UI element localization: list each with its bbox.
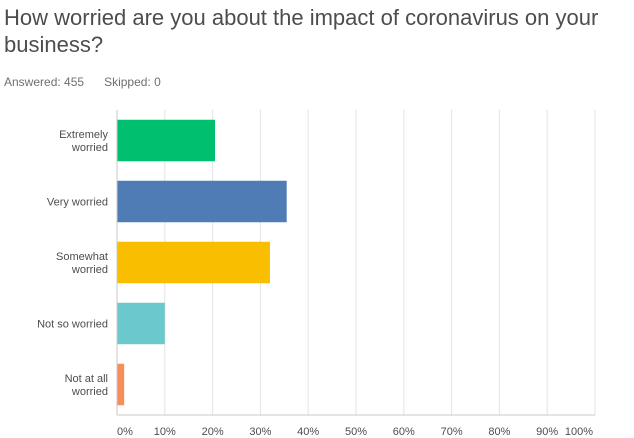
gridlines [164, 110, 596, 415]
x-tick-label: 10% [154, 426, 176, 438]
category-label: Extremely worried [59, 129, 108, 154]
category-label-line: Somewhat [56, 251, 108, 263]
x-tick-label: 40% [297, 426, 319, 438]
category-label: Very worried [47, 197, 108, 209]
bar [117, 363, 125, 406]
response-stats: Answered: 455 Skipped: 0 [4, 75, 161, 89]
category-label-line: Not at all [65, 373, 108, 385]
question-title: How worried are you about the impact of … [4, 5, 599, 57]
bar [117, 119, 215, 162]
bars [117, 119, 287, 406]
x-tick-label: 50% [345, 426, 367, 438]
x-tick-label: 60% [393, 426, 415, 438]
category-label-line: worried [71, 142, 108, 154]
category-label: Not at all worried [65, 373, 108, 398]
bar [117, 180, 287, 223]
category-label: Not so worried [37, 319, 108, 331]
skipped-count: Skipped: 0 [104, 75, 161, 89]
category-label-line: Very worried [47, 197, 108, 209]
category-label: Somewhat worried [56, 251, 108, 276]
answered-count: Answered: 455 [4, 75, 85, 89]
x-tick-label: 30% [249, 426, 271, 438]
bar [117, 302, 165, 345]
x-tick-label: 70% [441, 426, 463, 438]
x-tick-label: 0% [117, 426, 133, 438]
bar [117, 241, 270, 284]
category-label-line: Not so worried [37, 319, 108, 331]
category-label-line: worried [71, 386, 108, 398]
x-tick-labels: 0% 10% 20% 30% 40% 50% 60% 70% 80% 90% 100% [117, 426, 593, 438]
category-label-line: worried [71, 264, 108, 276]
x-tick-label: 100% [565, 426, 593, 438]
x-tick-label: 90% [536, 426, 558, 438]
x-tick-label: 20% [202, 426, 224, 438]
x-tick-label: 80% [488, 426, 510, 438]
category-label-line: Extremely [59, 129, 108, 141]
